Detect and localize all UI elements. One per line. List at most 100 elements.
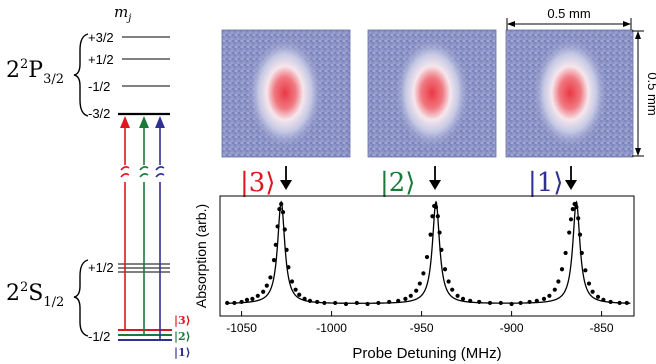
s-levels: +1/2 -1/2 xyxy=(88,260,172,344)
data-point xyxy=(414,288,419,293)
x-axis-label: Probe Detuning (MHz) xyxy=(352,345,501,362)
p-level-label: +1/2 xyxy=(88,52,114,67)
data-point xyxy=(439,247,444,252)
data-point xyxy=(417,281,422,286)
absorption-image-3 xyxy=(221,29,351,158)
scale-bar-vertical xyxy=(632,30,644,157)
data-point xyxy=(563,250,568,256)
data-point xyxy=(275,224,280,229)
data-point xyxy=(403,296,408,301)
data-point xyxy=(556,279,561,284)
image-ket-1: |1⟩ xyxy=(528,168,563,198)
data-point xyxy=(333,300,338,306)
data-point xyxy=(264,283,269,288)
state-label-2: |2⟩ xyxy=(174,330,191,343)
data-point xyxy=(433,204,439,210)
x-tick-label: -1000 xyxy=(316,321,347,335)
data-point xyxy=(552,287,557,292)
data-point xyxy=(450,287,455,292)
data-point xyxy=(534,298,539,303)
data-points xyxy=(225,201,629,307)
data-point xyxy=(460,296,466,301)
data-point xyxy=(408,293,413,298)
image-ket-3: |3⟩ xyxy=(240,168,275,198)
data-point xyxy=(579,250,584,256)
data-point xyxy=(437,230,442,235)
data-point xyxy=(547,293,552,298)
data-point xyxy=(430,214,435,219)
data-point xyxy=(244,297,250,302)
data-point xyxy=(577,232,583,237)
data-point xyxy=(343,301,349,307)
data-point xyxy=(601,297,606,302)
data-point xyxy=(455,293,460,298)
data-point xyxy=(239,299,244,305)
p-level-label: +3/2 xyxy=(88,30,114,45)
data-point xyxy=(273,242,278,247)
absorption-image-2 xyxy=(367,29,497,158)
data-point xyxy=(446,279,451,284)
data-point xyxy=(608,299,613,305)
data-point xyxy=(487,300,493,306)
data-point xyxy=(477,299,482,305)
x-tick-label: -850 xyxy=(590,321,614,335)
absorption-image-1 xyxy=(505,29,634,158)
down-arrow-icon xyxy=(565,166,577,190)
data-point xyxy=(232,300,237,306)
data-point xyxy=(572,201,577,207)
state-label-1: |1⟩ xyxy=(174,346,191,359)
data-point xyxy=(570,207,575,212)
data-point xyxy=(315,299,320,305)
data-point xyxy=(396,298,401,303)
data-point xyxy=(250,296,255,301)
data-point xyxy=(617,300,622,306)
data-point xyxy=(574,204,579,210)
data-point xyxy=(590,289,595,294)
transition-arrow-2 xyxy=(139,116,149,335)
scale-label-vertical: 0.5 mm xyxy=(645,72,656,115)
data-point xyxy=(442,267,448,272)
data-point xyxy=(576,216,581,221)
scale-label-horizontal: 0.5 mm xyxy=(547,6,590,21)
down-arrow-icon xyxy=(429,166,441,190)
scale-bar-horizontal xyxy=(506,18,632,30)
y-axis-label: Absorption (arb.) xyxy=(193,204,209,308)
data-point xyxy=(424,254,430,260)
absorption-chart: -1050 -1000 -950 -900 -850 Probe Detuning (M… xyxy=(193,195,635,362)
data-point xyxy=(518,300,523,306)
s-level-label: +1/2 xyxy=(88,260,114,275)
data-point xyxy=(307,298,313,303)
s-brace xyxy=(73,259,89,337)
data-point xyxy=(428,232,433,237)
data-point xyxy=(293,287,298,292)
data-point xyxy=(261,289,266,294)
x-tick-label: -950 xyxy=(410,321,434,335)
s-state-label: 22S1/2 xyxy=(6,280,64,310)
transition-arrow-3 xyxy=(120,116,130,330)
data-point xyxy=(567,230,572,235)
x-tick-label: -900 xyxy=(500,321,524,335)
data-point xyxy=(498,300,503,306)
state-label-3: |3⟩ xyxy=(174,314,191,327)
data-point xyxy=(297,292,302,297)
transition-arrow-1 xyxy=(155,116,165,340)
mj-header: mj xyxy=(114,3,131,24)
data-point xyxy=(509,301,514,307)
down-arrow-icon xyxy=(280,166,292,190)
data-point xyxy=(376,300,381,306)
data-point xyxy=(271,258,277,263)
data-point xyxy=(583,268,588,273)
fit-curve xyxy=(227,200,631,304)
data-point xyxy=(302,296,307,301)
p-state-label: 22P3/2 xyxy=(6,57,64,87)
data-point xyxy=(354,300,359,306)
p-levels: +3/2 +1/2 -1/2 -3/2 xyxy=(88,30,170,121)
data-point xyxy=(568,217,574,222)
data-point xyxy=(595,294,601,299)
data-point xyxy=(527,299,532,305)
data-point xyxy=(387,299,392,305)
p-level-label: -1/2 xyxy=(88,79,110,94)
absorption-images: 0.5 mm 0.5 mm |3⟩ |2⟩ |1⟩ xyxy=(221,6,656,198)
data-point xyxy=(277,207,282,212)
